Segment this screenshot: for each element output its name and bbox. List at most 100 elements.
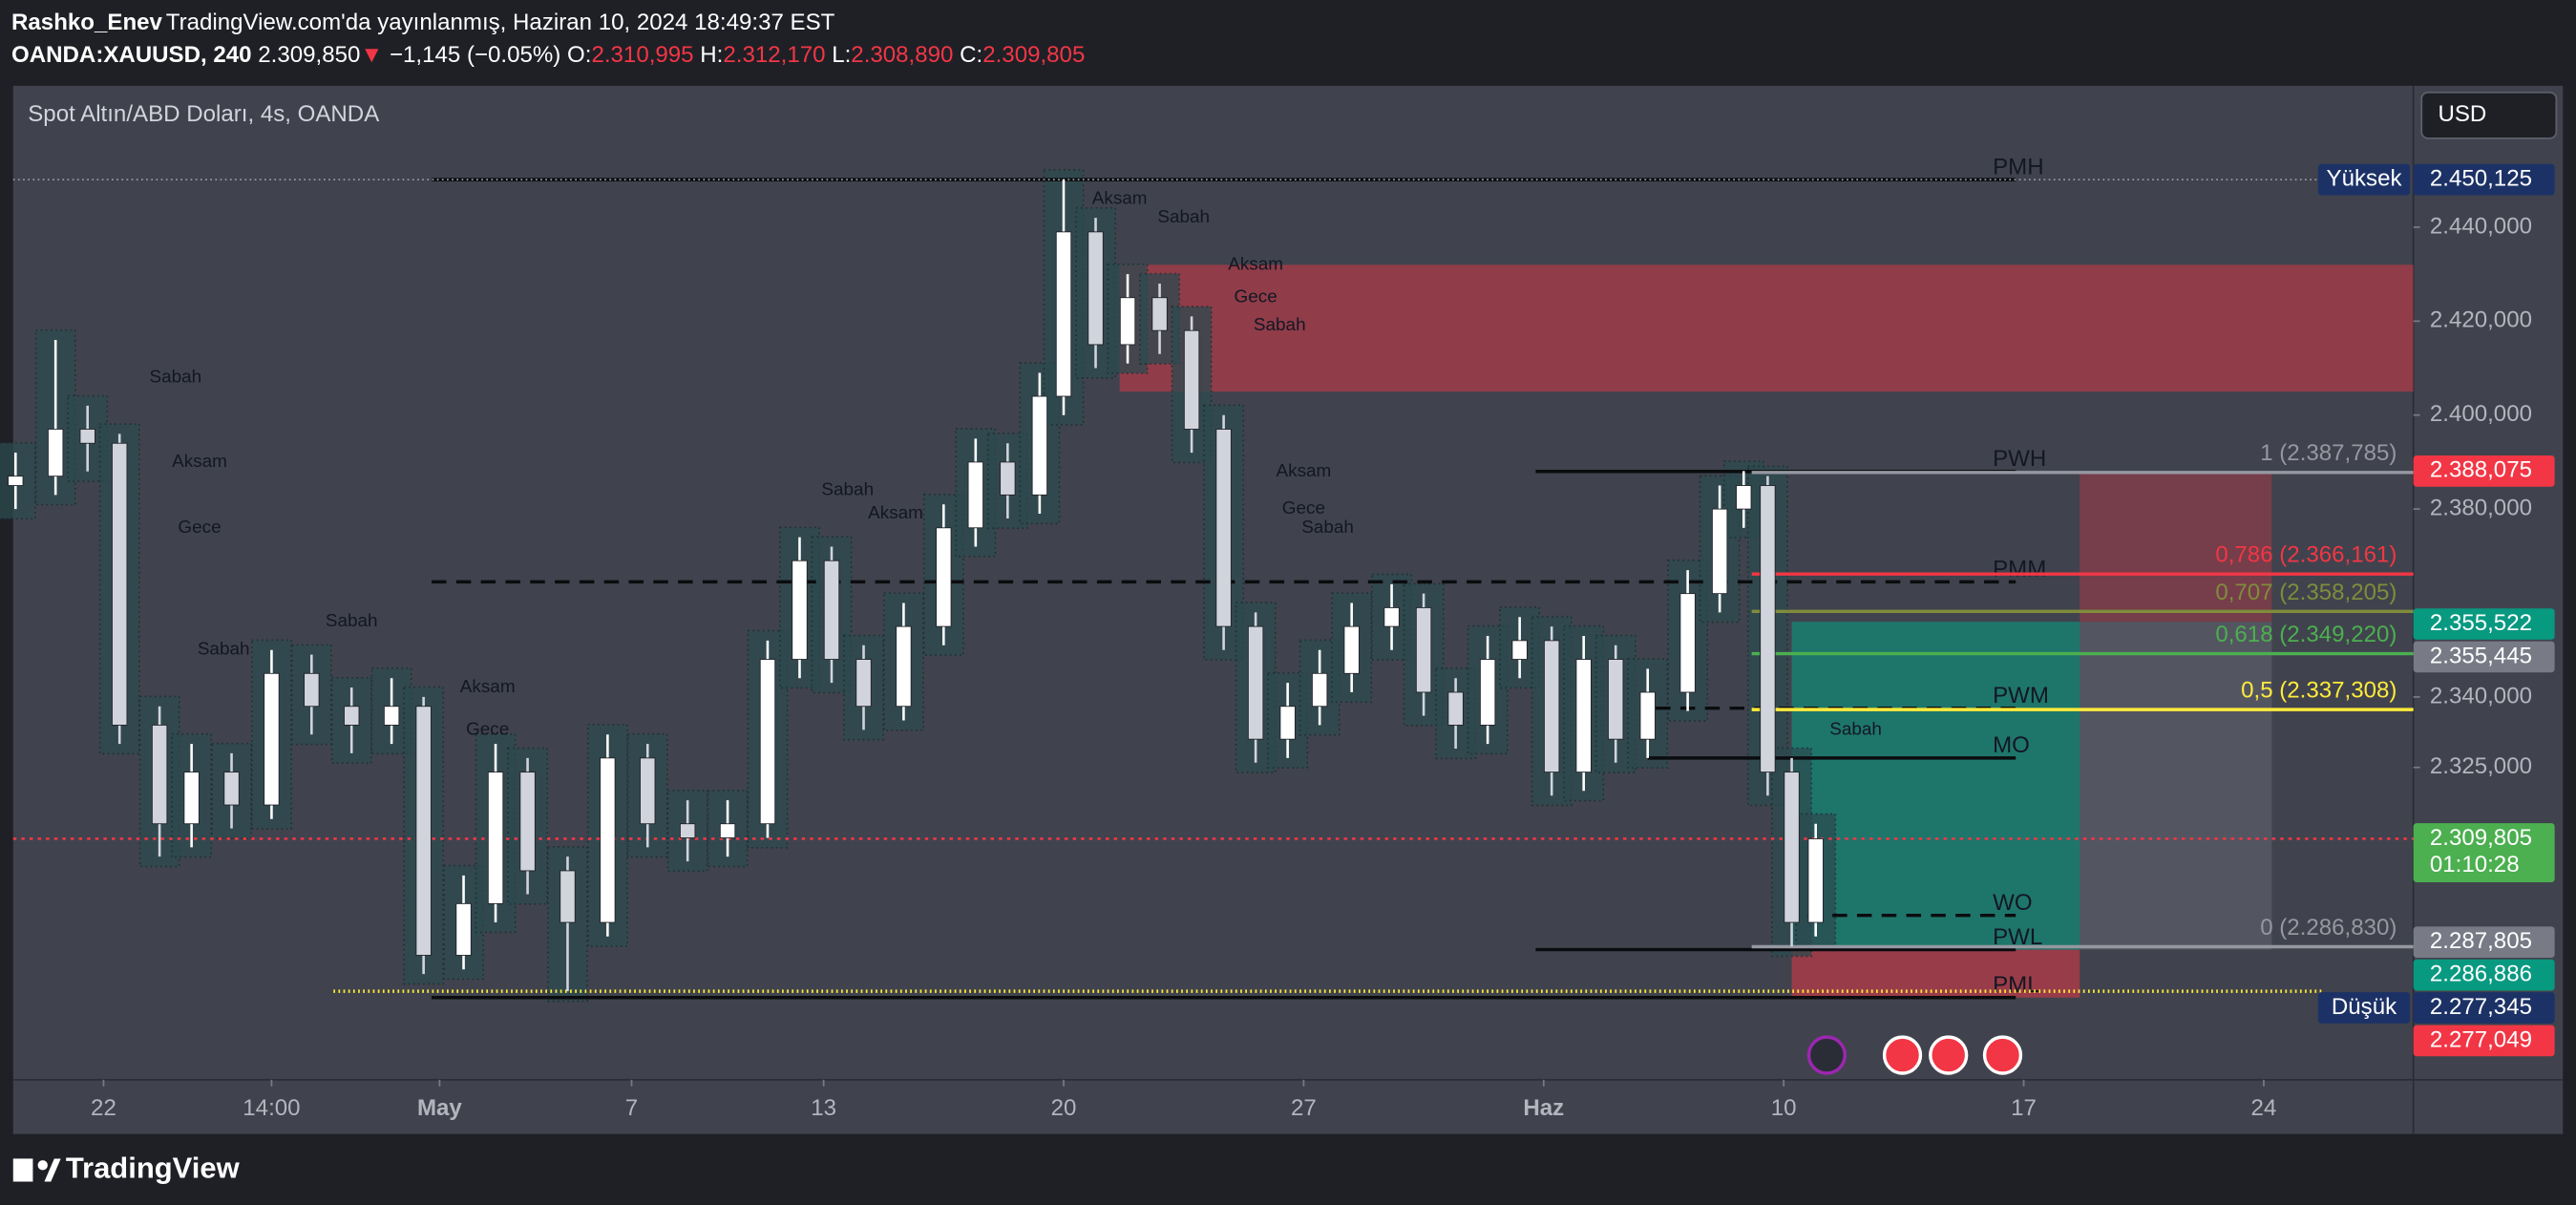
- session-label: Aksam: [1277, 461, 1332, 481]
- symbol: OANDA:XAUUSD, 240: [11, 42, 252, 68]
- x-tick-label: May: [417, 1095, 462, 1121]
- x-tick-label: 20: [1051, 1095, 1077, 1121]
- price-tag: [2317, 992, 2411, 1024]
- candle-body: [719, 823, 736, 838]
- candle-body: [600, 757, 616, 923]
- price-badge-label: 2.287,805: [2430, 928, 2532, 954]
- fib-label: 0,707 (2.358,205): [2215, 580, 2397, 605]
- zone: [1119, 264, 2414, 392]
- candle-body: [344, 706, 360, 726]
- x-tick-label: 24: [2251, 1095, 2277, 1121]
- zone: [1791, 949, 2080, 998]
- fib-label: 0,618 (2.349,220): [2215, 622, 2397, 647]
- logo-mark: [44, 1158, 61, 1182]
- level-label: PWM: [1993, 683, 2049, 708]
- candle-body: [1247, 625, 1264, 740]
- currency[interactable]: USD: [2438, 101, 2486, 127]
- candle-body: [487, 772, 504, 904]
- level-label: PMM: [1993, 557, 2046, 582]
- candle-body: [48, 429, 64, 477]
- candle-body: [1639, 691, 1656, 740]
- price-badge: [2413, 163, 2555, 196]
- candle-body: [304, 672, 320, 708]
- logo: [12, 1158, 61, 1182]
- price-tag: [2317, 163, 2411, 196]
- countdown: 01:10:28: [2430, 852, 2520, 877]
- logo-mark: [37, 1160, 48, 1171]
- price-tag-label: Düşük: [2332, 994, 2397, 1020]
- x-tick-label: 13: [811, 1095, 836, 1121]
- h-value: 2.312,170: [723, 42, 825, 68]
- price-badge: [2413, 926, 2555, 959]
- candle-body: [792, 560, 808, 660]
- session-label: Gece: [1235, 287, 1277, 307]
- candle-body: [1343, 625, 1360, 674]
- price-badge: [2413, 992, 2555, 1024]
- event-icon[interactable]: [1806, 1035, 1848, 1075]
- l-value: 2.308,890: [851, 42, 953, 68]
- currency-button[interactable]: [2420, 91, 2558, 139]
- x-tick-label: 10: [1771, 1095, 1797, 1121]
- session-label: Sabah: [198, 640, 250, 660]
- candle-body: [1575, 659, 1592, 773]
- price-badge: [2413, 959, 2555, 991]
- candle-body: [1087, 231, 1104, 346]
- candle-body: [183, 772, 200, 825]
- candle-body: [1000, 461, 1016, 496]
- price-badge: [2413, 1025, 2555, 1057]
- y-tick-label: 2.325,000: [2430, 753, 2532, 779]
- candle-body: [519, 772, 536, 872]
- fib-label: 0 (2.286,830): [2260, 915, 2397, 941]
- candle-body: [1760, 485, 1776, 773]
- candle-body: [1055, 231, 1072, 397]
- last-price: 2.309,850: [258, 42, 360, 68]
- candle-body: [415, 706, 432, 956]
- candle-body: [1119, 297, 1136, 346]
- candle-body: [679, 823, 696, 838]
- session-label: Aksam: [460, 677, 516, 697]
- level-label: MO: [1993, 732, 2030, 758]
- price-badge-label: 2.286,886: [2430, 961, 2532, 986]
- plot: 2.440,000 2.420,000 2.400,000 2.380,000 2.34…: [0, 154, 2555, 1121]
- fib-label: 0,786 (2.366,161): [2215, 542, 2397, 568]
- session-label: Gece: [1282, 498, 1325, 518]
- price-badge-label: 2.388,075: [2430, 457, 2532, 483]
- candle-body: [1183, 329, 1200, 430]
- price-badge-label: 2.355,522: [2430, 610, 2532, 636]
- session-label: Aksam: [1092, 188, 1148, 208]
- candle-body: [759, 659, 776, 825]
- candle-body: [8, 476, 24, 486]
- price-badge: [2413, 641, 2555, 673]
- arrow: ▼: [360, 42, 383, 68]
- candle-body: [1807, 838, 1824, 923]
- o-label: O:: [567, 42, 591, 68]
- session-label: Sabah: [1301, 518, 1354, 538]
- price-badge: [2413, 823, 2555, 883]
- published: TradingView.com'da yayınlanmış, Haziran …: [166, 10, 835, 35]
- session-label: Sabah: [1829, 719, 1882, 739]
- session-label: Gece: [178, 518, 221, 538]
- event-icon[interactable]: [1882, 1035, 1923, 1075]
- level-label: PWH: [1993, 446, 2046, 472]
- candle-body: [455, 902, 472, 956]
- candle-body: [1511, 640, 1528, 660]
- event-icon[interactable]: [1982, 1035, 2023, 1075]
- session-label: Gece: [466, 719, 509, 739]
- x-tick-label: 7: [625, 1095, 638, 1121]
- y-tick-label: 2.440,000: [2430, 213, 2532, 239]
- price-badge: [2413, 455, 2555, 487]
- event-icon[interactable]: [1929, 1035, 1969, 1075]
- candle-body: [936, 527, 952, 627]
- session-label: Sabah: [150, 367, 202, 387]
- candle-body: [112, 442, 128, 726]
- level-label: WO: [1993, 890, 2032, 916]
- candle-body: [1279, 706, 1296, 740]
- c-label: C:: [960, 42, 982, 68]
- y-tick-label: 2.400,000: [2430, 401, 2532, 427]
- candle-body: [1736, 485, 1752, 510]
- x-tick-label: 14:00: [243, 1095, 300, 1121]
- session-label: Sabah: [1254, 315, 1306, 335]
- candle-body: [1215, 429, 1232, 627]
- session-label: Aksam: [1228, 254, 1283, 274]
